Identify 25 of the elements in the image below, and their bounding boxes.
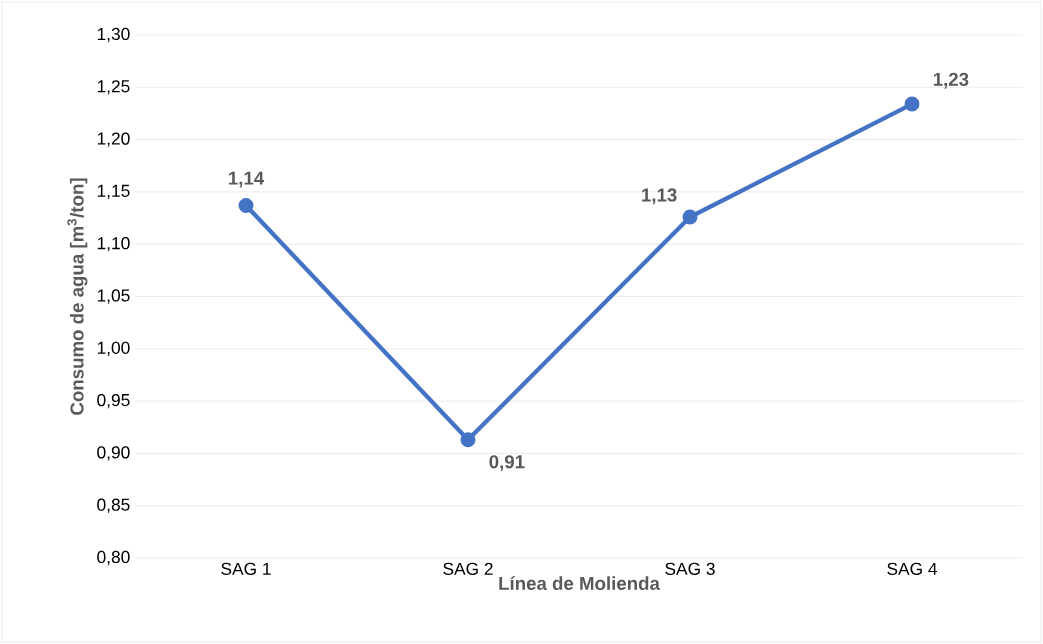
y-tick-label: 1,20 [97,132,130,147]
y-tick-label: 1,30 [97,27,130,43]
x-tick-label: SAG 3 [665,562,715,575]
y-tick-label: 0,95 [97,393,130,409]
y-tick-label: 1,00 [97,341,130,356]
x-tick-label: SAG 2 [443,562,493,575]
point [238,198,254,213]
y-axis-title: Consumo de agua [m$^{3}$/ton] [67,178,88,415]
data-label: 1,23 [933,72,969,89]
data-label: 1,13 [642,188,677,205]
y-tick-label: 1,15 [97,184,130,199]
data-label: 1,14 [229,171,265,188]
y-tick-label: 0,85 [97,498,130,513]
y-tick-label: 0,80 [97,550,130,566]
x-tick-label: SAG 1 [221,562,271,575]
point [682,209,698,225]
data-label: 0,91 [489,455,525,472]
x-axis-title: Línea de Molienda [499,576,661,591]
point [460,432,476,448]
y-tick-label: 1,05 [97,289,130,304]
point [904,96,920,112]
y-tick-label: 1,25 [97,80,130,95]
x-tick-label: SAG 4 [887,562,938,575]
y-tick-label: 1,10 [97,237,130,252]
y-tick-label: 0,90 [97,446,130,461]
